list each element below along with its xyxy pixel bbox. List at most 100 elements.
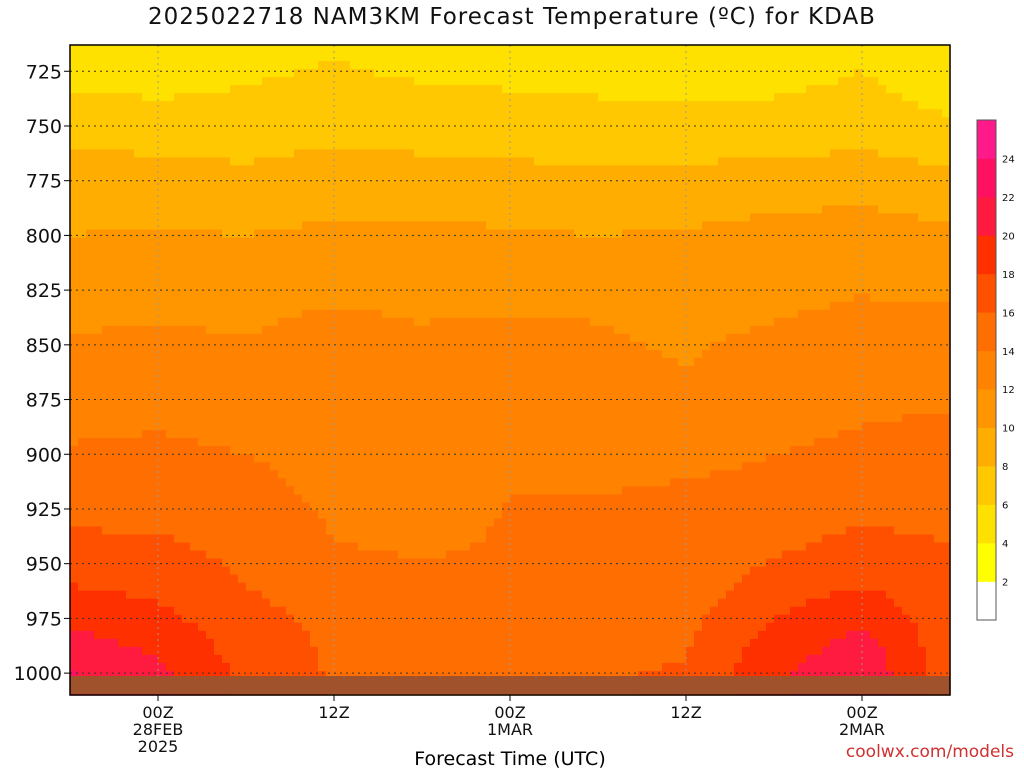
- heatmap-cell: [590, 173, 599, 183]
- heatmap-cell: [310, 221, 319, 231]
- heatmap-cell: [638, 382, 647, 391]
- heatmap-cell: [374, 261, 383, 271]
- heatmap-cell: [878, 149, 887, 158]
- heatmap-cell: [846, 357, 855, 367]
- heatmap-cell: [366, 309, 375, 319]
- heatmap-cell: [110, 357, 119, 367]
- heatmap-cell: [86, 325, 95, 335]
- heatmap-cell: [894, 173, 903, 183]
- heatmap-cell: [118, 382, 127, 391]
- heatmap-cell: [102, 269, 111, 279]
- heatmap-cell: [838, 325, 847, 335]
- heatmap-cell: [830, 173, 839, 183]
- heatmap-cell: [166, 333, 175, 343]
- heatmap-cell: [206, 333, 215, 343]
- heatmap-cell: [150, 157, 159, 166]
- heatmap-cell: [630, 253, 639, 263]
- heatmap-cell: [438, 197, 447, 207]
- heatmap-cell: [134, 197, 143, 207]
- heatmap-cell: [230, 253, 239, 263]
- heatmap-cell: [438, 45, 447, 54]
- heatmap-cell: [470, 53, 479, 62]
- heatmap-cell: [134, 165, 143, 174]
- heatmap-cell: [686, 85, 695, 94]
- heatmap-cell: [686, 109, 695, 118]
- heatmap-cell: [502, 269, 511, 279]
- heatmap-cell: [422, 237, 431, 247]
- heatmap-cell: [718, 141, 727, 150]
- heatmap-cell: [870, 213, 879, 223]
- heatmap-cell: [918, 301, 927, 311]
- heatmap-cell: [662, 189, 671, 199]
- heatmap-cell: [446, 85, 455, 94]
- heatmap-cell: [422, 253, 431, 263]
- heatmap-cell: [926, 293, 935, 303]
- heatmap-cell: [262, 165, 271, 174]
- heatmap-cell: [262, 341, 271, 351]
- heatmap-cell: [358, 117, 367, 126]
- heatmap-cell: [766, 285, 775, 295]
- heatmap-cell: [198, 101, 207, 110]
- heatmap-cell: [166, 181, 175, 191]
- heatmap-cell: [222, 261, 231, 271]
- heatmap-cell: [622, 341, 631, 351]
- heatmap-cell: [478, 398, 487, 407]
- heatmap-cell: [534, 69, 543, 78]
- heatmap-cell: [334, 197, 343, 207]
- heatmap-cell: [326, 374, 335, 383]
- heatmap-cell: [686, 333, 695, 343]
- heatmap-cell: [598, 269, 607, 279]
- heatmap-cell: [870, 109, 879, 118]
- heatmap-cell: [718, 357, 727, 367]
- heatmap-cell: [526, 245, 535, 255]
- heatmap-cell: [254, 277, 263, 287]
- heatmap-cell: [774, 205, 783, 215]
- heatmap-cell: [926, 213, 935, 223]
- heatmap-cell: [630, 237, 639, 247]
- heatmap-cell: [70, 253, 79, 263]
- heatmap-cell: [614, 277, 623, 287]
- heatmap-cell: [326, 85, 335, 94]
- heatmap-cell: [398, 157, 407, 166]
- heatmap-cell: [510, 357, 519, 367]
- heatmap-cell: [654, 277, 663, 287]
- heatmap-cell: [854, 325, 863, 335]
- heatmap-cell: [566, 125, 575, 134]
- heatmap-cell: [222, 317, 231, 327]
- heatmap-cell: [758, 293, 767, 303]
- heatmap-cell: [782, 197, 791, 207]
- heatmap-cell: [838, 317, 847, 327]
- heatmap-cell: [390, 213, 399, 223]
- heatmap-cell: [318, 229, 327, 239]
- heatmap-cell: [254, 109, 263, 118]
- heatmap-cell: [390, 317, 399, 327]
- heatmap-cell: [126, 93, 135, 102]
- heatmap-cell: [214, 109, 223, 118]
- heatmap-cell: [430, 189, 439, 199]
- heatmap-cell: [438, 277, 447, 287]
- heatmap-cell: [598, 85, 607, 94]
- heatmap-cell: [182, 349, 191, 359]
- heatmap-cell: [102, 374, 111, 383]
- heatmap-cell: [94, 317, 103, 327]
- heatmap-cell: [102, 165, 111, 174]
- heatmap-cell: [478, 301, 487, 311]
- heatmap-cell: [934, 285, 943, 295]
- heatmap-cell: [782, 309, 791, 319]
- heatmap-cell: [638, 205, 647, 215]
- heatmap-cell: [470, 85, 479, 94]
- heatmap-cell: [758, 325, 767, 335]
- heatmap-cell: [446, 341, 455, 351]
- heatmap-cell: [478, 382, 487, 391]
- heatmap-cell: [582, 333, 591, 343]
- heatmap-cell: [790, 197, 799, 207]
- heatmap-cell: [702, 189, 711, 199]
- heatmap-cell: [494, 285, 503, 295]
- heatmap-cell: [158, 341, 167, 351]
- heatmap-cell: [854, 205, 863, 215]
- heatmap-cell: [206, 390, 215, 399]
- heatmap-cell: [102, 390, 111, 399]
- heatmap-cell: [326, 93, 335, 102]
- heatmap-cell: [366, 382, 375, 391]
- heatmap-cell: [790, 85, 799, 94]
